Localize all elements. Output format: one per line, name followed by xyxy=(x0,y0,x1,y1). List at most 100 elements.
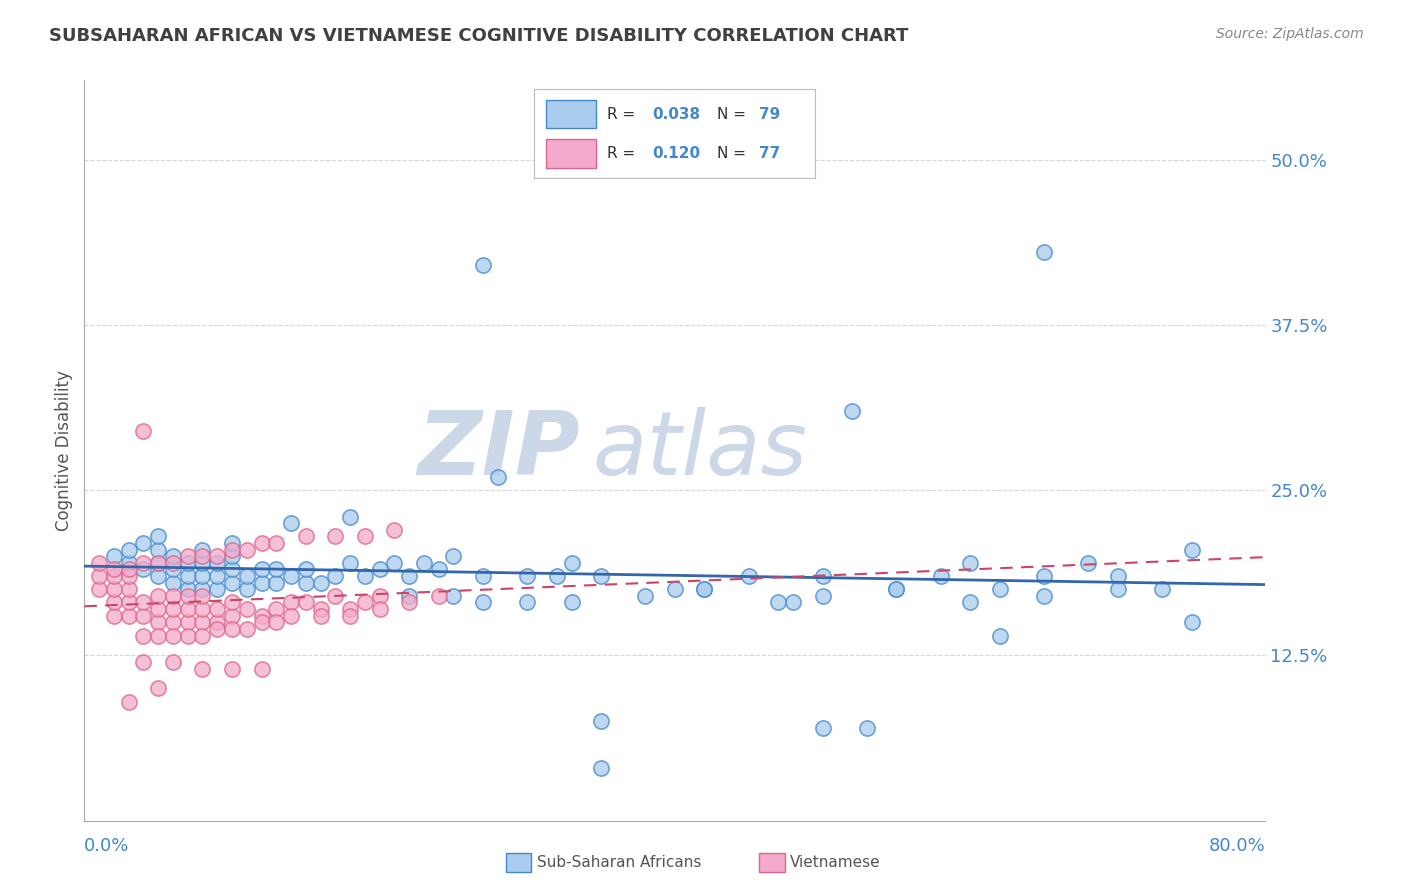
Point xyxy=(103,582,125,597)
Point xyxy=(148,589,170,603)
Text: 0.120: 0.120 xyxy=(652,146,700,161)
Text: 0.0%: 0.0% xyxy=(84,838,129,855)
Point xyxy=(1033,245,1056,260)
Point xyxy=(443,549,465,564)
Point xyxy=(591,569,613,583)
Point xyxy=(856,721,879,735)
Text: Vietnamese: Vietnamese xyxy=(790,855,880,870)
Point xyxy=(988,628,1011,642)
Point xyxy=(959,556,981,570)
Point xyxy=(782,595,804,609)
Point xyxy=(250,575,273,590)
Point xyxy=(191,615,214,630)
Point xyxy=(103,608,125,623)
Point xyxy=(118,542,141,557)
Point xyxy=(132,628,155,642)
Point xyxy=(295,562,318,576)
Text: ZIP: ZIP xyxy=(418,407,581,494)
Point xyxy=(266,562,288,576)
Point xyxy=(132,608,155,623)
Point xyxy=(221,575,243,590)
Point xyxy=(929,569,952,583)
Point xyxy=(250,615,273,630)
Point xyxy=(191,602,214,616)
Point xyxy=(325,529,347,543)
Point xyxy=(148,556,170,570)
Point xyxy=(959,595,981,609)
Point xyxy=(398,589,420,603)
Point xyxy=(280,595,302,609)
Point xyxy=(738,569,761,583)
Point xyxy=(266,536,288,550)
Point xyxy=(118,582,141,597)
Point xyxy=(886,582,908,597)
Point xyxy=(398,595,420,609)
Point xyxy=(191,542,214,557)
Point xyxy=(221,562,243,576)
Point xyxy=(1077,556,1099,570)
Point xyxy=(162,556,184,570)
Point xyxy=(132,655,155,669)
Point xyxy=(103,569,125,583)
Point xyxy=(354,529,377,543)
Point xyxy=(516,569,538,583)
Point xyxy=(191,549,214,564)
Point xyxy=(811,721,834,735)
Point xyxy=(472,569,495,583)
Point xyxy=(132,424,155,438)
Point xyxy=(546,569,568,583)
Point xyxy=(132,536,155,550)
Point xyxy=(191,569,214,583)
Point xyxy=(472,595,495,609)
Point xyxy=(266,575,288,590)
Point xyxy=(1107,582,1129,597)
Point xyxy=(221,608,243,623)
Point xyxy=(988,582,1011,597)
Point xyxy=(266,602,288,616)
Point xyxy=(427,562,450,576)
Point xyxy=(1181,615,1204,630)
Point xyxy=(162,589,184,603)
Text: 0.038: 0.038 xyxy=(652,107,700,121)
Point xyxy=(368,562,391,576)
Point xyxy=(207,556,229,570)
Point xyxy=(236,542,259,557)
Point xyxy=(191,589,214,603)
Point xyxy=(354,595,377,609)
Point xyxy=(250,536,273,550)
Point xyxy=(207,622,229,636)
Point xyxy=(811,589,834,603)
Point xyxy=(162,615,184,630)
Point xyxy=(87,582,111,597)
Point xyxy=(221,536,243,550)
Point xyxy=(162,655,184,669)
Point xyxy=(382,556,406,570)
Point xyxy=(177,628,200,642)
Point xyxy=(1150,582,1173,597)
Point xyxy=(1107,569,1129,583)
Text: R =: R = xyxy=(607,146,636,161)
Point xyxy=(162,575,184,590)
Text: 77: 77 xyxy=(759,146,780,161)
Point xyxy=(354,569,377,583)
Text: Source: ZipAtlas.com: Source: ZipAtlas.com xyxy=(1216,27,1364,41)
Point xyxy=(398,569,420,583)
Point xyxy=(250,608,273,623)
Point xyxy=(221,662,243,676)
Point xyxy=(148,542,170,557)
Point xyxy=(207,549,229,564)
Text: 80.0%: 80.0% xyxy=(1209,838,1265,855)
Point xyxy=(148,569,170,583)
Point xyxy=(207,602,229,616)
Point xyxy=(664,582,686,597)
Point xyxy=(811,569,834,583)
Point xyxy=(177,582,200,597)
Point xyxy=(886,582,908,597)
Point xyxy=(191,628,214,642)
Point xyxy=(118,695,141,709)
Point xyxy=(118,569,141,583)
Text: 79: 79 xyxy=(759,107,780,121)
Text: SUBSAHARAN AFRICAN VS VIETNAMESE COGNITIVE DISABILITY CORRELATION CHART: SUBSAHARAN AFRICAN VS VIETNAMESE COGNITI… xyxy=(49,27,908,45)
Point xyxy=(148,602,170,616)
Point xyxy=(339,556,361,570)
